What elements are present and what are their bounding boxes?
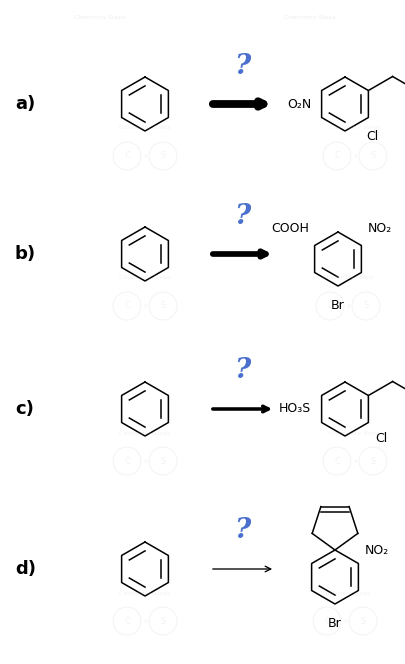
- Text: NO₂: NO₂: [367, 222, 392, 236]
- Text: C: C: [124, 301, 130, 311]
- Text: d): d): [15, 560, 36, 578]
- Text: ×: ×: [345, 303, 351, 309]
- Text: ×: ×: [142, 458, 148, 464]
- Text: S: S: [160, 457, 166, 465]
- Text: S: S: [160, 151, 166, 161]
- Text: C: C: [324, 616, 330, 625]
- Text: S: S: [363, 301, 369, 311]
- Text: Chemistry Steps: Chemistry Steps: [119, 276, 171, 280]
- Text: ?: ?: [234, 357, 250, 384]
- Text: Chemistry Steps: Chemistry Steps: [74, 15, 126, 21]
- Text: Chemistry Steps: Chemistry Steps: [329, 430, 381, 436]
- Text: Chemistry Steps: Chemistry Steps: [284, 15, 336, 21]
- Text: C: C: [334, 457, 340, 465]
- Text: b): b): [15, 245, 36, 263]
- Text: ?: ?: [234, 517, 250, 544]
- Text: Br: Br: [328, 617, 342, 630]
- Text: NO₂: NO₂: [364, 544, 389, 558]
- Text: S: S: [360, 616, 366, 625]
- Text: Cl: Cl: [375, 432, 388, 446]
- Text: Cl: Cl: [366, 129, 379, 143]
- Text: ×: ×: [142, 618, 148, 624]
- Text: S: S: [160, 301, 166, 311]
- Text: ×: ×: [352, 458, 358, 464]
- Text: C: C: [124, 616, 130, 625]
- Text: Chemistry Steps: Chemistry Steps: [329, 125, 381, 131]
- Text: Chemistry Steps: Chemistry Steps: [119, 430, 171, 436]
- Text: C: C: [327, 301, 333, 311]
- Text: ×: ×: [352, 153, 358, 159]
- Text: O₂N: O₂N: [288, 98, 312, 110]
- Text: ×: ×: [142, 153, 148, 159]
- Text: Chemistry Steps: Chemistry Steps: [119, 125, 171, 131]
- Text: ?: ?: [234, 52, 250, 80]
- Text: S: S: [160, 616, 166, 625]
- Text: ×: ×: [342, 618, 348, 624]
- Text: C: C: [334, 151, 340, 161]
- Text: Chemistry Steps: Chemistry Steps: [119, 590, 171, 596]
- Text: a): a): [15, 95, 35, 113]
- Text: COOH: COOH: [272, 222, 309, 236]
- Text: ?: ?: [234, 203, 250, 230]
- Text: Chemistry Steps: Chemistry Steps: [322, 276, 374, 280]
- Text: S: S: [371, 151, 375, 161]
- Text: Chemistry Steps: Chemistry Steps: [319, 590, 371, 596]
- Text: C: C: [124, 457, 130, 465]
- Text: ×: ×: [142, 303, 148, 309]
- Text: C: C: [124, 151, 130, 161]
- Text: c): c): [15, 400, 34, 418]
- Text: S: S: [371, 457, 375, 465]
- Text: Br: Br: [331, 299, 345, 312]
- Text: HO₃S: HO₃S: [279, 402, 311, 416]
